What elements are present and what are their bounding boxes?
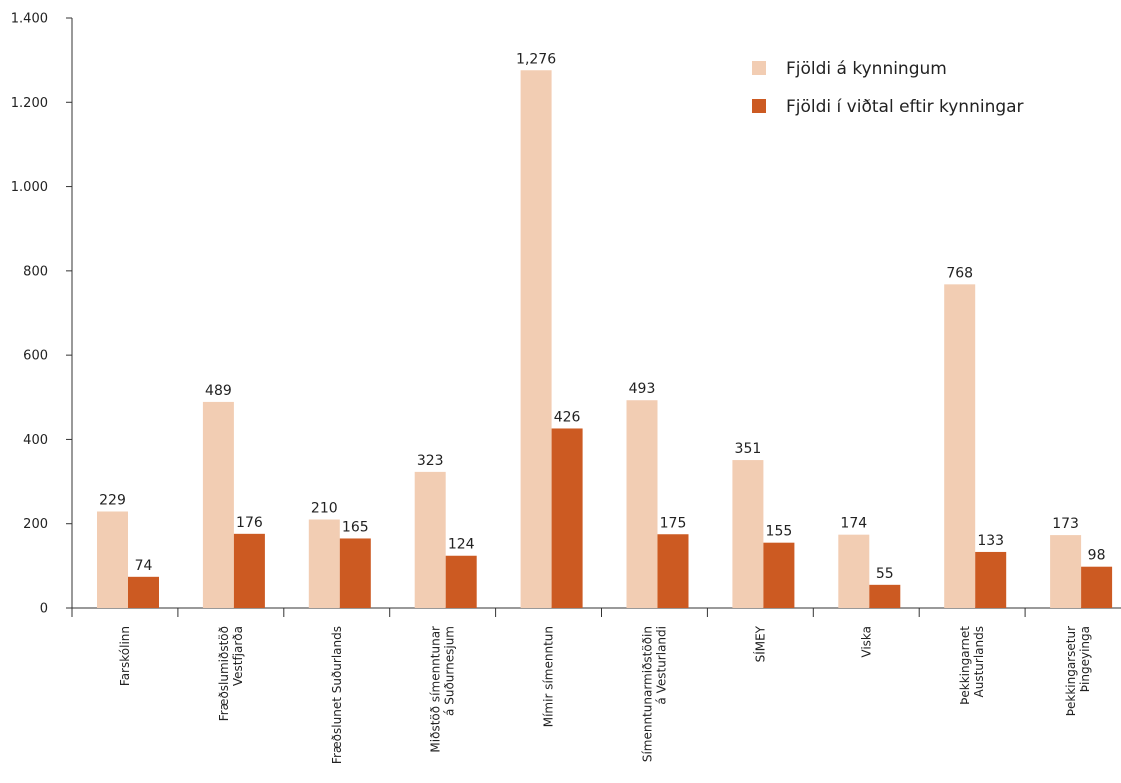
bar-kynningar <box>838 534 870 608</box>
legend: Fjöldi á kynningum Fjöldi í viðtal eftir … <box>752 59 1024 117</box>
legend-label: Fjöldi á kynningum <box>786 59 947 79</box>
bar-kynningar <box>97 511 128 608</box>
data-label: 74 <box>135 558 153 574</box>
x-tick-label: Mímir símenntun <box>542 626 556 727</box>
x-tick-label-line: Fræðslumiðstöð <box>217 626 231 721</box>
bar-vidtal <box>128 576 159 608</box>
x-tick-label: Viska <box>859 626 873 658</box>
y-axis: 0 200 400 600 800 1.000 1.200 1.400 <box>11 12 73 617</box>
data-label: 175 <box>660 515 687 531</box>
legend-swatch <box>752 99 766 113</box>
bar-vidtal <box>657 534 689 608</box>
data-label: 98 <box>1088 548 1106 564</box>
x-tick-label-line: Miðstöð símenntunar <box>429 626 443 753</box>
bars: 229 489 210 323 1,276 493 351 174 768 173 74 176 165… <box>97 51 1113 608</box>
x-tick-label-line: Þingeyinga <box>1078 626 1092 692</box>
x-tick-label-line: Mímir símenntun <box>542 626 556 727</box>
x-axis: Farskólinn Fræðslumiðstöð Vestfjarða Fræðsl… <box>67 607 1121 764</box>
y-tick-label: 800 <box>23 264 48 279</box>
bar-vidtal <box>339 538 371 608</box>
bar-kynningar <box>202 401 234 608</box>
x-tick-label: Fræðslumiðstöð Vestfjarða <box>217 626 245 721</box>
y-tick-label: 1.000 <box>11 180 48 195</box>
bar-kynningar <box>626 400 658 608</box>
bar-vidtal <box>869 584 901 608</box>
data-label: 1,276 <box>516 51 556 67</box>
x-tick-label: Fræðslunet Suðurlands <box>330 626 344 764</box>
x-tick-label-line: Þekkingarsetur <box>1064 626 1078 716</box>
y-tick-label: 1.400 <box>11 12 48 27</box>
x-tick-label: SÍMEY <box>752 625 767 662</box>
data-label: 323 <box>417 453 444 469</box>
data-label: 55 <box>876 566 894 582</box>
x-tick-label-line: Þekkingarnet <box>958 626 972 705</box>
data-label: 351 <box>735 441 762 457</box>
bar-vidtal <box>975 551 1007 608</box>
x-tick-label-line: Vestfjarða <box>231 626 245 686</box>
x-tick-label-line: á Suðurnesjum <box>443 626 457 716</box>
x-tick-label-line: Farskólinn <box>118 626 132 686</box>
legend-label: Fjöldi í viðtal eftir kynningar <box>786 97 1024 117</box>
x-tick-label-line: Viska <box>859 626 873 658</box>
bar-kynningar <box>1050 535 1082 608</box>
x-tick-label: Þekkingarsetur Þingeyinga <box>1064 626 1092 716</box>
data-label: 229 <box>99 492 126 508</box>
data-label: 155 <box>766 524 793 540</box>
bar-vidtal <box>551 428 583 608</box>
y-tick-label: 400 <box>23 433 48 448</box>
x-tick-label: Símenntunarmiðstöðin á Vesturlandi <box>640 626 668 762</box>
bar-kynningar <box>414 471 446 608</box>
data-label: 176 <box>236 515 263 531</box>
x-tick-label-line: á Vesturlandi <box>654 626 668 705</box>
x-tick-label-line: Fræðslunet Suðurlands <box>330 626 344 764</box>
bar-vidtal <box>1081 566 1113 608</box>
bar-kynningar <box>308 519 340 608</box>
bar-vidtal <box>445 555 477 608</box>
data-label: 133 <box>977 533 1004 549</box>
bar-kynningar <box>944 284 976 608</box>
data-label: 173 <box>1052 516 1079 532</box>
bar-vidtal <box>763 542 795 608</box>
bar-kynningar <box>732 460 764 608</box>
y-tick-label: 600 <box>23 349 48 364</box>
x-tick-label: Þekkingarnet Austurlands <box>958 626 986 705</box>
data-label: 426 <box>554 409 581 425</box>
data-label: 489 <box>205 383 232 399</box>
data-label: 210 <box>311 501 338 517</box>
bar-kynningar <box>520 70 552 608</box>
data-label: 493 <box>629 381 656 397</box>
data-label: 174 <box>840 516 867 532</box>
x-tick-label: Miðstöð símenntunar á Suðurnesjum <box>429 626 457 753</box>
x-tick-label-line: Austurlands <box>972 626 986 697</box>
legend-swatch <box>752 61 766 75</box>
bar-vidtal <box>233 533 265 608</box>
y-tick-label: 0 <box>40 602 48 617</box>
data-label: 124 <box>448 537 475 553</box>
x-tick-label-line: Símenntunarmiðstöðin <box>640 626 654 762</box>
x-tick-label: Farskólinn <box>118 626 132 686</box>
x-tick-label-line: SÍMEY <box>752 625 767 662</box>
data-label: 768 <box>946 265 973 281</box>
y-tick-label: 200 <box>23 517 48 532</box>
y-tick-label: 1.200 <box>11 96 48 111</box>
data-label: 165 <box>342 519 369 535</box>
